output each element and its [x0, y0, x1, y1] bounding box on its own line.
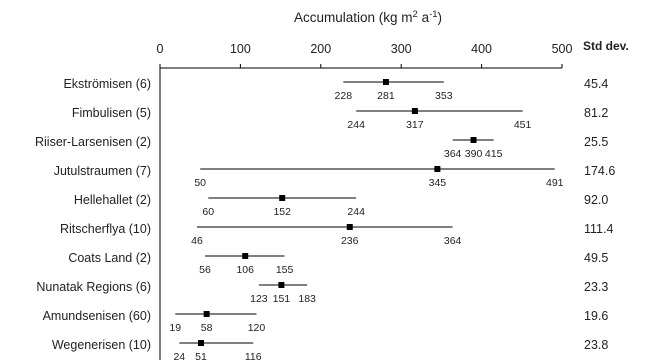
- min-value-label: 244: [347, 119, 365, 131]
- min-value-label: 50: [194, 177, 206, 189]
- min-value-label: 364: [444, 148, 462, 160]
- mean-marker: [382, 79, 389, 85]
- mean-marker: [198, 340, 205, 346]
- max-value-label: 491: [546, 177, 564, 189]
- mean-marker: [346, 224, 353, 230]
- row-label: Fimbulisen (5): [72, 106, 151, 120]
- std-dev-value: 92.0: [584, 193, 608, 207]
- mean-marker: [411, 108, 418, 114]
- min-value-label: 46: [191, 235, 203, 247]
- mean-value-label: 281: [377, 90, 395, 102]
- mean-value-label: 106: [236, 264, 254, 276]
- row-label: Amundsenisen (60): [43, 309, 151, 323]
- data-rows: Ekströmisen (6) 45.4 228 281 353 Fimbulisen (…: [35, 77, 615, 363]
- mean-value-label: 152: [273, 206, 291, 218]
- mean-value-label: 317: [406, 119, 424, 131]
- std-dev-value: 174.6: [584, 164, 615, 178]
- mean-value-label: 151: [273, 293, 291, 305]
- std-dev-value: 45.4: [584, 77, 608, 91]
- min-value-label: 228: [335, 90, 353, 102]
- mean-value-label: 236: [341, 235, 359, 247]
- mean-value-label: 58: [201, 322, 213, 334]
- chart-title: Accumulation (kg m2 a-1): [294, 9, 442, 25]
- mean-value-label: 51: [195, 351, 207, 363]
- mean-marker: [242, 253, 249, 259]
- row-label: Riiser-Larsenisen (2): [35, 135, 151, 149]
- min-value-label: 56: [199, 264, 211, 276]
- min-value-label: 19: [169, 322, 181, 334]
- std-dev-value: 23.3: [584, 280, 608, 294]
- x-axis-ticks: 0 100 200 300 400 500: [157, 42, 573, 68]
- mean-marker: [278, 282, 285, 288]
- x-tick-label: 500: [552, 42, 573, 56]
- max-value-label: 451: [514, 119, 532, 131]
- std-dev-value: 19.6: [584, 309, 608, 323]
- row-label: Hellehallet (2): [74, 193, 151, 207]
- std-dev-header: Std dev.: [583, 39, 629, 53]
- x-tick-label: 400: [471, 42, 492, 56]
- max-value-label: 116: [245, 351, 262, 363]
- max-value-label: 244: [347, 206, 365, 218]
- max-value-label: 183: [298, 293, 316, 305]
- max-value-label: 415: [485, 148, 503, 160]
- std-dev-value: 49.5: [584, 251, 608, 265]
- max-value-label: 120: [248, 322, 266, 334]
- mean-value-label: 345: [429, 177, 447, 189]
- mean-value-label: 390: [465, 148, 483, 160]
- max-value-label: 353: [435, 90, 453, 102]
- max-value-label: 155: [276, 264, 294, 276]
- max-value-label: 364: [444, 235, 462, 247]
- min-value-label: 24: [173, 351, 185, 363]
- x-tick-label: 300: [391, 42, 412, 56]
- row-label: Wegenerisen (10): [52, 338, 151, 352]
- std-dev-value: 25.5: [584, 135, 608, 149]
- mean-marker: [203, 311, 210, 317]
- min-value-label: 123: [250, 293, 268, 305]
- mean-marker: [434, 166, 441, 172]
- std-dev-value: 111.4: [584, 222, 613, 236]
- row-label: Coats Land (2): [68, 251, 151, 265]
- row-label: Ritscherflya (10): [60, 222, 151, 236]
- row-label: Nunatak Regions (6): [36, 280, 151, 294]
- row-label: Ekströmisen (6): [63, 77, 151, 91]
- x-tick-label: 0: [157, 42, 164, 56]
- std-dev-value: 81.2: [584, 106, 608, 120]
- mean-marker: [279, 195, 286, 201]
- min-value-label: 60: [202, 206, 214, 218]
- row-label: Jutulstraumen (7): [54, 164, 151, 178]
- x-tick-label: 100: [230, 42, 251, 56]
- mean-marker: [470, 137, 477, 143]
- std-dev-value: 23.8: [584, 338, 608, 352]
- x-tick-label: 200: [310, 42, 331, 56]
